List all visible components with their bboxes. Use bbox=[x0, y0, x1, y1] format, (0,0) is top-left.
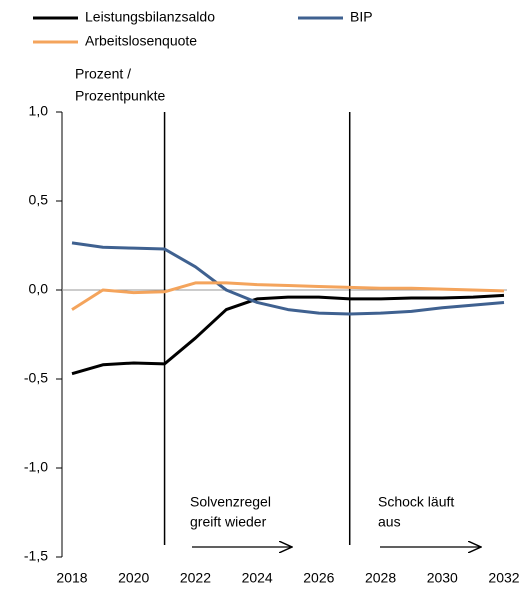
x-tick-label: 2032 bbox=[488, 570, 519, 586]
legend-label: Leistungsbilanzsaldo bbox=[85, 9, 215, 25]
x-tick-label: 2030 bbox=[427, 570, 458, 586]
x-tick-label: 2024 bbox=[242, 570, 273, 586]
legend-label: Arbeitslosenquote bbox=[85, 33, 197, 49]
axis-label: Prozent / bbox=[75, 66, 131, 82]
annotation: Solvenzregel bbox=[190, 494, 271, 510]
series-line bbox=[71, 281, 505, 311]
legend-label: BIP bbox=[350, 9, 373, 25]
series-line bbox=[71, 241, 505, 316]
x-tick-label: 2028 bbox=[365, 570, 396, 586]
annotation: aus bbox=[378, 514, 401, 530]
x-tick-label: 2022 bbox=[180, 570, 211, 586]
annotation: Schock läuft bbox=[378, 494, 454, 510]
y-tick-label: 0,5 bbox=[29, 192, 49, 208]
x-tick-label: 2026 bbox=[303, 570, 334, 586]
y-tick-label: -1,0 bbox=[24, 459, 48, 475]
y-tick-label: -1,5 bbox=[24, 548, 48, 564]
series-line bbox=[71, 293, 505, 376]
annotation: greift wieder bbox=[190, 514, 267, 530]
x-tick-label: 2020 bbox=[118, 570, 149, 586]
y-tick-label: -0,5 bbox=[24, 370, 48, 386]
axis-label: Prozentpunkte bbox=[75, 88, 165, 104]
y-tick-label: 1,0 bbox=[29, 103, 49, 119]
y-tick-label: 0,0 bbox=[29, 281, 49, 297]
x-tick-label: 2018 bbox=[56, 570, 87, 586]
